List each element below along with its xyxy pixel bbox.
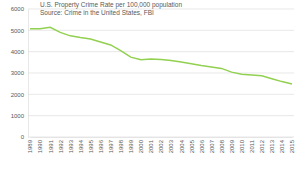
y-tick-label: 3000 (11, 70, 25, 76)
grid (28, 9, 294, 137)
y-tick: 6000 (11, 6, 28, 12)
x-tick: 1992 (58, 137, 64, 153)
grid-line (28, 30, 294, 31)
y-axis-line (28, 10, 29, 138)
x-tick: 2003 (168, 137, 174, 153)
x-tick-label: 2014 (279, 139, 285, 153)
y-tick-label: 5000 (11, 28, 25, 34)
x-tick: 2000 (138, 137, 144, 153)
x-tick: 1997 (108, 137, 114, 153)
x-tick: 2004 (179, 137, 185, 153)
x-axis: 1989 1990 1991 1992 1993 1994 1995 1996 1997 1998… (27, 137, 295, 153)
x-tick: 2002 (158, 137, 164, 153)
y-tick-label: 2000 (11, 92, 25, 98)
x-tick: 1989 (27, 137, 33, 153)
x-tick-label: 1999 (128, 139, 134, 153)
x-tick-label: 2010 (239, 139, 245, 153)
x-tick: 1994 (78, 137, 84, 153)
y-axis: 0 1000 2000 3000 4000 5000 6000 (11, 6, 29, 140)
subtitle: Source: Crime in the United States, FBI (40, 9, 154, 16)
x-tick: 2015 (289, 137, 295, 153)
x-tick: 2007 (209, 137, 215, 153)
x-tick-label: 2004 (179, 139, 185, 153)
x-tick-label: 1996 (98, 139, 104, 153)
x-tick-label: 2006 (199, 139, 205, 153)
x-tick-label: 2003 (168, 139, 174, 153)
x-tick-label: 2001 (148, 139, 154, 153)
x-tick-label: 1991 (48, 139, 54, 153)
grid-line (28, 51, 294, 52)
x-tick-label: 2002 (158, 139, 164, 153)
x-tick-label: 2012 (259, 139, 265, 153)
grid-line (28, 94, 294, 95)
x-tick: 1993 (68, 137, 74, 153)
x-tick-label: 2011 (249, 139, 255, 153)
x-tick-label: 1993 (68, 139, 74, 153)
titles: U.S. Property Crime Rate per 100,000 pop… (40, 1, 182, 16)
x-axis-line (31, 137, 293, 138)
y-tick-label: 0 (21, 134, 25, 140)
x-tick: 2008 (219, 137, 225, 153)
grid-line (28, 73, 294, 74)
x-tick: 1998 (118, 137, 124, 153)
x-tick: 2014 (279, 137, 285, 153)
y-tick-label: 1000 (11, 113, 25, 119)
y-tick-label: 4000 (11, 49, 25, 55)
y-tick: 1000 (11, 113, 28, 119)
x-tick: 2001 (148, 137, 154, 153)
x-tick-label: 1989 (27, 139, 33, 153)
x-tick-label: 1997 (108, 139, 114, 153)
x-tick: 1995 (88, 137, 94, 153)
x-tick-label: 1998 (118, 139, 124, 153)
x-tick-label: 2015 (289, 139, 295, 153)
x-tick-label: 1995 (88, 139, 94, 153)
x-tick: 2011 (249, 137, 255, 153)
x-tick-label: 2008 (219, 139, 225, 153)
x-tick: 1996 (98, 137, 104, 153)
chart: 0 1000 2000 3000 4000 5000 6000 1989 1990 1991 199… (0, 0, 300, 171)
x-tick-label: 2005 (189, 139, 195, 153)
series-line (30, 27, 292, 84)
x-tick: 2010 (239, 137, 245, 153)
x-tick: 2006 (199, 137, 205, 153)
x-tick: 2005 (189, 137, 195, 153)
title: U.S. Property Crime Rate per 100,000 pop… (40, 1, 182, 9)
x-tick: 1999 (128, 137, 134, 153)
grid-line (28, 137, 294, 138)
y-tick: 0 (21, 134, 28, 140)
y-tick-label: 6000 (11, 6, 25, 12)
grid-line (28, 115, 294, 116)
x-tick-label: 2009 (229, 139, 235, 153)
x-tick-label: 2013 (269, 139, 275, 153)
x-tick: 2013 (269, 137, 275, 153)
y-tick: 3000 (11, 70, 28, 76)
x-tick-label: 2007 (209, 139, 215, 153)
x-tick: 1991 (48, 137, 54, 153)
y-tick: 5000 (11, 28, 28, 34)
plot-area (30, 27, 292, 84)
x-tick-label: 2000 (138, 139, 144, 153)
x-tick-label: 1994 (78, 139, 84, 153)
y-tick: 4000 (11, 49, 28, 55)
y-tick: 2000 (11, 92, 28, 98)
x-tick-label: 1992 (58, 139, 64, 153)
x-tick: 1990 (37, 137, 43, 153)
x-tick: 2009 (229, 137, 235, 153)
x-tick: 2012 (259, 137, 265, 153)
x-tick-label: 1990 (37, 139, 43, 153)
